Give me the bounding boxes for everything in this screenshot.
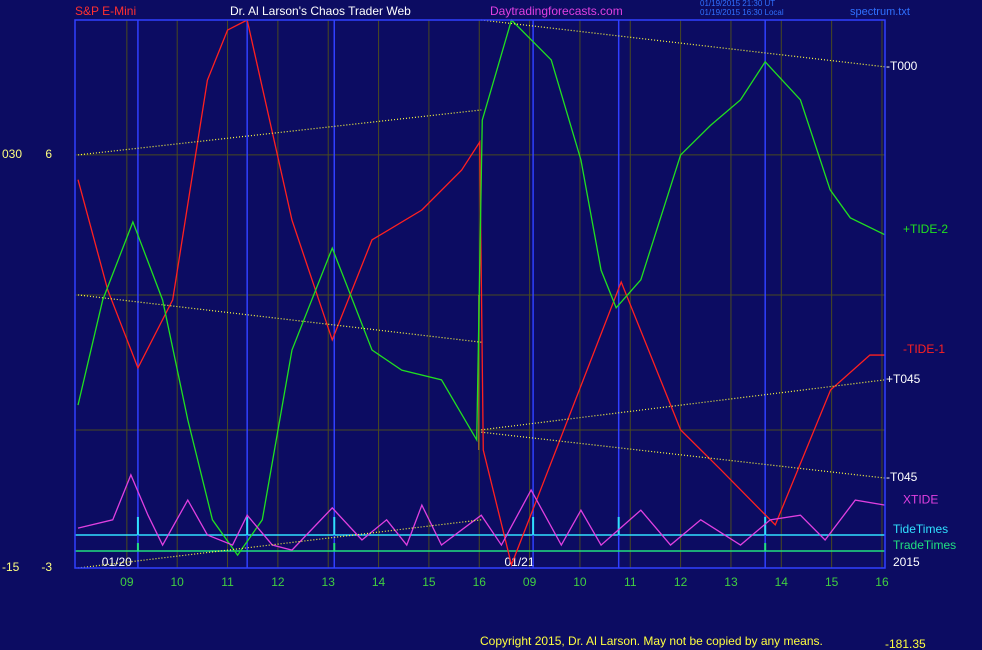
y-tick-label: -3 [41,560,52,574]
date-label: 01/20 [102,555,132,569]
file-name: spectrum.txt [850,6,910,18]
x-tick-label: 12 [674,575,688,589]
y-tick-label: -15 [2,560,20,574]
x-tick-label: 09 [120,575,134,589]
x-tick-label: 11 [624,575,637,589]
x-tick-label: 13 [322,575,336,589]
legend-label: -T045 [886,470,918,484]
series-line [77,19,885,567]
series-line [481,379,886,431]
x-tick-label: 14 [775,575,789,589]
x-tick-label: 10 [573,575,587,589]
chart-title: Dr. Al Larson's Chaos Trader Web [230,4,411,18]
legend-label: +TIDE-2 [903,222,948,236]
x-tick-label: 09 [523,575,537,589]
timestamp: 01/19/2015 21:30 UT [700,0,775,8]
x-tick-label: 13 [724,575,738,589]
series-line [77,473,886,551]
year: 2015 [893,555,920,569]
plot-border [74,19,886,569]
x-tick-label: 14 [372,575,386,589]
x-tick-label: 16 [473,575,487,589]
legend-label: -T000 [886,59,918,73]
x-tick-label: 11 [221,575,234,589]
x-tick-label: 15 [825,575,839,589]
date-label: 01/21 [505,555,535,569]
corner-value: -181.35 [885,637,926,650]
copyright: Copyright 2015, Dr. Al Larson. May not b… [480,634,823,648]
website: Daytradingforecasts.com [490,4,623,18]
legend-label: TideTimes [893,522,948,536]
legend-label: -TIDE-1 [903,342,945,356]
x-tick-label: 10 [171,575,185,589]
instrument: S&P E-Mini [75,4,136,18]
legend-label: +T045 [886,372,921,386]
x-tick-label: 12 [271,575,285,589]
legend-label: XTIDE [903,492,938,506]
legend-label: TradeTimes [893,538,956,552]
y-tick-label: 6 [45,147,52,161]
series-line [77,18,886,557]
x-tick-label: 15 [422,575,436,589]
x-tick-label: 16 [875,575,889,589]
timestamp: 01/19/2015 16:30 Local [700,8,784,17]
y-tick-label: 030 [2,147,22,161]
